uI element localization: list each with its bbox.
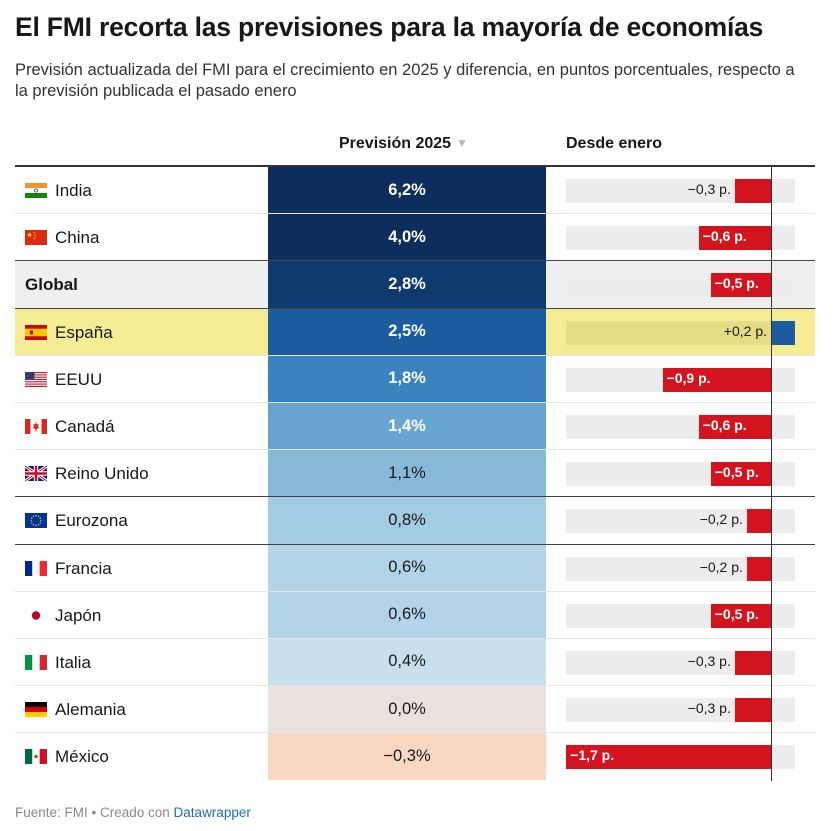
forecast-cell: 1,8%	[268, 355, 546, 402]
change-bar	[566, 745, 771, 770]
change-label: −0,3 p.	[687, 181, 731, 197]
change-bar	[734, 650, 771, 675]
italy-flag-icon	[25, 654, 47, 670]
country-name: China	[55, 228, 100, 248]
eu-flag-icon	[25, 513, 47, 529]
table-row: España 2,5% +0,2 p.	[15, 308, 815, 356]
datawrapper-link[interactable]: Datawrapper	[173, 805, 251, 820]
change-bar	[710, 273, 771, 298]
japan-flag-icon	[25, 607, 47, 623]
country-name: Eurozona	[55, 511, 128, 531]
forecast-cell: 0,6%	[268, 591, 546, 638]
change-label: +0,2 p.	[723, 322, 767, 339]
change-bar	[734, 179, 771, 203]
change-label: −0,5 p.	[714, 464, 759, 481]
header-divider	[15, 165, 815, 167]
sort-down-icon[interactable]: ▼	[456, 136, 468, 150]
uk-flag-icon	[25, 466, 47, 482]
chart-subtitle: Previsión actualizada del FMI para el cr…	[15, 61, 795, 100]
change-bar	[698, 414, 771, 439]
country-name: Italia	[55, 652, 91, 672]
table-row: Canadá 1,4% −0,6 p.	[15, 402, 815, 451]
forecast-cell: 4,0%	[268, 214, 546, 261]
forecast-cell: 0,0%	[268, 686, 546, 733]
table-row: México −0,3% −1,7 p.	[15, 733, 815, 781]
change-label: −0,6 p.	[702, 228, 747, 245]
country-name: India	[55, 181, 92, 200]
france-flag-icon	[25, 560, 47, 576]
table-row: Alemania 0,0% −0,3 p.	[15, 686, 815, 734]
change-bar-track	[566, 320, 795, 345]
table-row: China 4,0% −0,6 p.	[15, 214, 815, 262]
country-name: España	[55, 322, 113, 342]
change-bar	[746, 556, 771, 581]
change-bar	[710, 603, 771, 628]
forecast-column-label: Previsión 2025	[339, 135, 452, 152]
change-bar	[698, 226, 771, 251]
india-flag-icon	[25, 183, 47, 198]
mexico-flag-icon	[25, 749, 47, 765]
change-label: −0,3 p.	[687, 700, 731, 717]
table-row: Italia 0,4% −0,3 p.	[15, 638, 815, 687]
country-name: Japón	[55, 605, 102, 625]
forecast-cell: 1,4%	[268, 402, 546, 450]
forecast-cell: −0,3%	[268, 733, 546, 781]
table-row: Francia 0,6% −0,2 p.	[15, 544, 815, 592]
forecast-table: India 6,2% −0,3 p. China 4,0% −0,6 p. Global 2,…	[15, 167, 815, 781]
change-bar	[662, 367, 771, 392]
forecast-cell: 2,8%	[268, 261, 546, 308]
table-row: EEUU 1,8% −0,9 p.	[15, 355, 815, 403]
country-name: México	[55, 747, 109, 767]
forecast-cell: 2,5%	[268, 308, 546, 355]
country-name: Global	[25, 275, 78, 295]
table-row: Japón 0,6% −0,5 p.	[15, 591, 815, 639]
country-name: Canadá	[55, 416, 115, 436]
change-label: −0,5 p.	[714, 605, 759, 622]
forecast-column-header[interactable]: Previsión 2025 ▼	[339, 135, 468, 153]
change-label: −0,9 p.	[666, 369, 711, 386]
country-name: EEUU	[55, 369, 103, 389]
table-row: Reino Unido 1,1% −0,5 p.	[15, 450, 815, 498]
canada-flag-icon	[25, 418, 47, 434]
change-bar	[746, 509, 771, 534]
change-label: −0,5 p.	[714, 275, 759, 292]
forecast-cell: 0,6%	[268, 544, 546, 591]
forecast-cell: 0,4%	[268, 638, 546, 686]
forecast-cell: 6,2%	[268, 167, 546, 214]
country-name: Alemania	[55, 700, 126, 720]
country-name: Reino Unido	[55, 464, 149, 484]
change-column-header: Desde enero	[566, 135, 663, 152]
change-label: −0,2 p.	[699, 558, 743, 575]
usa-flag-icon	[25, 371, 47, 387]
china-flag-icon	[25, 230, 47, 246]
change-bar	[710, 462, 771, 487]
change-bar	[771, 320, 796, 345]
table-row: Eurozona 0,8% −0,2 p.	[15, 497, 815, 545]
change-label: −1,7 p.	[570, 747, 615, 764]
change-label: −0,6 p.	[702, 416, 747, 433]
change-bar	[734, 698, 771, 723]
table-row: Global 2,8% −0,5 p.	[15, 261, 815, 309]
chart-title: El FMI recorta las previsiones para la m…	[15, 12, 764, 42]
change-label: −0,2 p.	[699, 511, 743, 528]
country-name: Francia	[55, 558, 112, 578]
forecast-cell: 1,1%	[268, 450, 546, 497]
footer: Fuente: FMI • Creado con Datawrapper	[15, 805, 251, 820]
germany-flag-icon	[25, 702, 47, 718]
zero-axis-line	[771, 167, 772, 781]
change-label: −0,3 p.	[687, 652, 731, 669]
footer-source: Fuente: FMI • Creado con	[15, 805, 174, 820]
spain-flag-icon	[25, 324, 47, 340]
table-row: India 6,2% −0,3 p.	[15, 167, 815, 215]
forecast-cell: 0,8%	[268, 497, 546, 544]
